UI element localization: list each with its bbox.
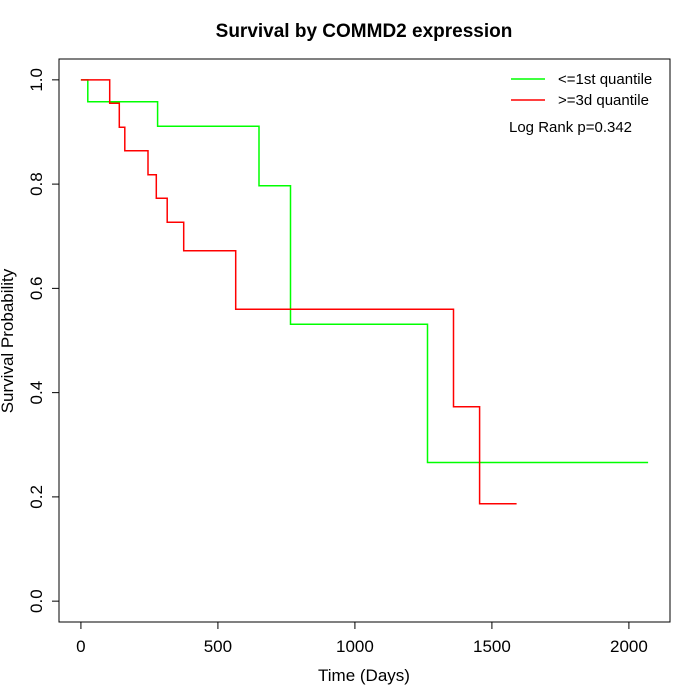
y-tick-label: 0.2 — [27, 485, 46, 509]
y-tick-label: 0.0 — [27, 589, 46, 613]
y-axis-label: Survival Probability — [0, 268, 17, 413]
y-tick-label: 0.6 — [27, 277, 46, 301]
y-tick-label: 0.4 — [27, 381, 46, 405]
legend-label-high: >=3d quantile — [558, 92, 649, 109]
legend: <=1st quantile >=3d quantile Log Rank p=… — [509, 71, 652, 136]
log-rank-annotation: Log Rank p=0.342 — [509, 119, 632, 136]
x-axis: 0 500 1000 1500 2000 — [76, 621, 648, 656]
y-tick-label: 1.0 — [27, 68, 46, 92]
x-tick-label: 1000 — [336, 637, 374, 656]
series-line-1 — [80, 79, 517, 505]
plot-frame — [58, 58, 671, 623]
series-line-0 — [80, 79, 649, 464]
x-tick-label: 500 — [204, 637, 232, 656]
x-tick-label: 1500 — [473, 637, 511, 656]
x-tick-label: 0 — [76, 637, 85, 656]
chart-title: Survival by COMMD2 expression — [216, 21, 513, 42]
x-tick-label: 2000 — [610, 637, 648, 656]
y-axis: 0.0 0.2 0.4 0.6 0.8 1.0 — [27, 68, 60, 613]
series-layer — [80, 79, 649, 505]
y-tick-label: 0.8 — [27, 172, 46, 196]
x-axis-label: Time (Days) — [318, 666, 410, 685]
legend-label-low: <=1st quantile — [558, 71, 652, 88]
